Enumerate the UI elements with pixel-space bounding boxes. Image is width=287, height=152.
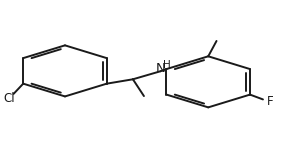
- Text: F: F: [267, 95, 274, 108]
- Text: H: H: [163, 60, 171, 70]
- Text: Cl: Cl: [4, 92, 15, 105]
- Text: N: N: [156, 62, 166, 75]
